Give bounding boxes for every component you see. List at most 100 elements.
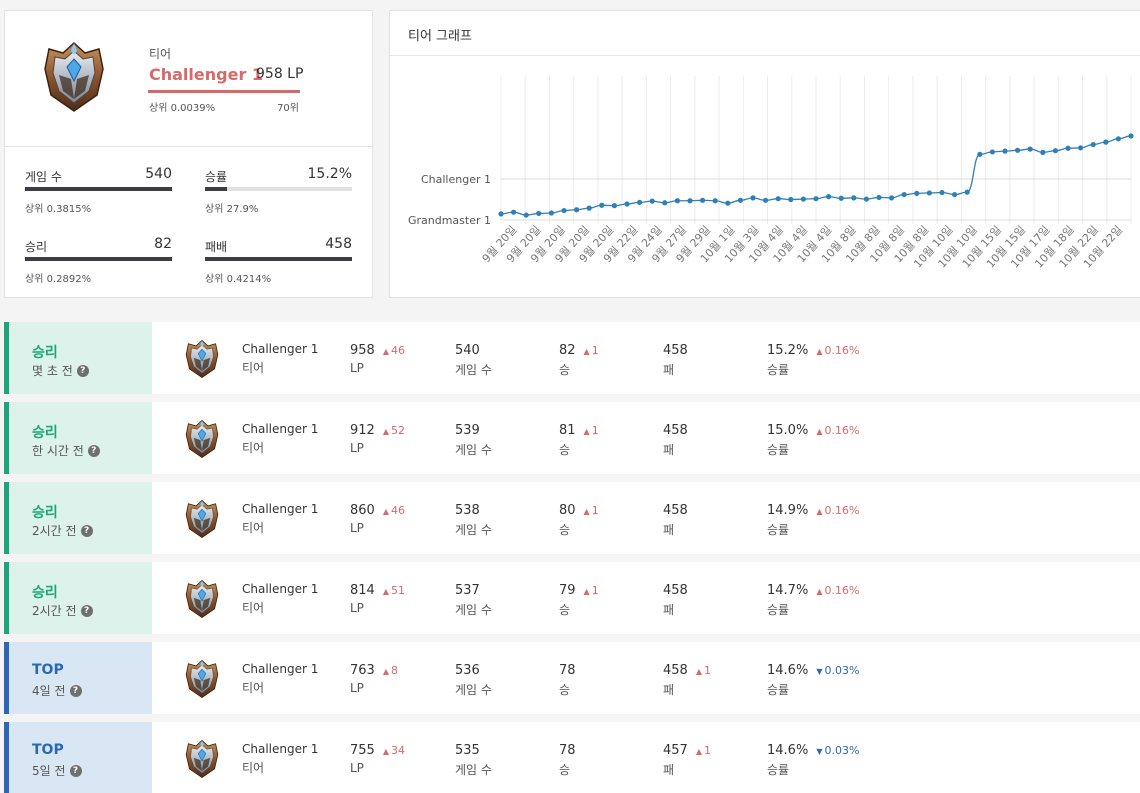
tier-point[interactable] (863, 196, 869, 202)
tier-point[interactable] (775, 196, 781, 202)
tier-point[interactable] (914, 190, 920, 196)
tier-cell: Challenger 1 티어 (242, 742, 318, 776)
tier-point[interactable] (511, 209, 517, 215)
tier-point[interactable] (1090, 141, 1096, 148)
winrate-value-row: 15.0% ▲ 0.16% (767, 423, 859, 438)
stat-rank: 상위 27.9% (205, 204, 259, 215)
triangle-up-icon: ▲ (382, 747, 389, 756)
tier-point[interactable] (586, 205, 592, 211)
tier-label: 티어 (242, 681, 265, 695)
tier-point[interactable] (574, 207, 580, 213)
challenger-emblem-icon (184, 499, 220, 539)
help-circle-icon[interactable]: ? (69, 684, 82, 697)
help-circle-icon[interactable]: ? (80, 604, 93, 617)
triangle-up-icon: ▲ (816, 427, 823, 436)
winrate-value-row: 14.6% ▼ 0.03% (767, 743, 859, 758)
tier-point[interactable] (548, 210, 554, 216)
tier-point[interactable] (1115, 136, 1121, 142)
tier-point[interactable] (1027, 146, 1033, 152)
change-value: 0.03% (824, 744, 860, 757)
stat-label: 승리 (25, 240, 48, 254)
change-indicator: ▲ 8 (383, 664, 398, 677)
lp-cell: 860 ▲ 46 LP (350, 503, 405, 535)
tier-value: Challenger 1 (242, 662, 319, 676)
tier-point[interactable] (1052, 148, 1058, 154)
tier-cell: Challenger 1 티어 (242, 662, 318, 696)
tier-point[interactable] (561, 207, 567, 214)
result-status: TOP 5일 전 ? (4, 722, 152, 793)
games-cell: 540 게임 수 (455, 343, 492, 378)
wins-value-row: 79 ▲ 1 (559, 583, 599, 598)
tier-point[interactable] (750, 195, 756, 201)
lp-value-row: 755 ▲ 34 (350, 743, 405, 758)
result-time: 한 시간 전 ? (32, 442, 100, 459)
tier-point[interactable] (889, 195, 895, 201)
tier-point[interactable] (838, 195, 844, 201)
games-label: 게임 수 (455, 523, 492, 537)
tier-point[interactable] (826, 194, 832, 200)
triangle-up-icon: ▲ (382, 587, 389, 596)
stat-value: 458 (325, 236, 352, 252)
help-circle-icon[interactable]: ? (76, 364, 89, 377)
rank-position: 70위 (277, 103, 299, 114)
tier-point[interactable] (952, 191, 958, 198)
challenger-emblem-icon (184, 739, 220, 779)
help-circle-icon[interactable]: ? (69, 764, 82, 777)
tier-point[interactable] (989, 149, 996, 155)
tier-cell: Challenger 1 티어 (242, 422, 318, 456)
help-circle-icon[interactable]: ? (87, 444, 100, 457)
tier-point[interactable] (800, 196, 806, 202)
help-circle-icon[interactable]: ? (80, 524, 93, 537)
history-row: 승리 한 시간 전 ? Challenger 1 티어 912 ▲ 52 LP 53… (4, 402, 1140, 474)
tier-point[interactable] (649, 198, 655, 204)
wins-value-row: 81 ▲ 1 (559, 423, 599, 438)
tier-point[interactable] (1015, 147, 1021, 153)
tier-point[interactable] (851, 195, 857, 201)
change-value: 1 (703, 664, 711, 677)
tier-point[interactable] (1103, 139, 1109, 145)
tier-point[interactable] (737, 197, 743, 203)
wins-value: 82 (559, 343, 576, 358)
tier-point[interactable] (926, 190, 933, 196)
tier-point[interactable] (763, 197, 769, 203)
losses-value-row: 457 ▲ 1 (663, 743, 711, 758)
triangle-up-icon: ▲ (695, 747, 702, 756)
tier-point[interactable] (637, 199, 643, 205)
tier-point[interactable] (498, 211, 504, 217)
tier-point[interactable] (1040, 149, 1046, 155)
tier-point[interactable] (1078, 145, 1084, 151)
tier-point[interactable] (813, 196, 819, 202)
tier-point[interactable] (674, 198, 680, 204)
tier-point[interactable] (901, 191, 907, 198)
tier-point[interactable] (700, 197, 706, 203)
tier-point[interactable] (964, 189, 970, 195)
tier-point[interactable] (977, 151, 983, 157)
tier-point[interactable] (687, 198, 693, 204)
games-cell: 537 게임 수 (455, 583, 492, 618)
losses-label: 패 (663, 443, 675, 457)
tier-point[interactable] (712, 198, 718, 204)
tier-point[interactable] (876, 194, 882, 201)
tier-point[interactable] (599, 202, 605, 208)
tier-point[interactable] (1065, 145, 1071, 151)
tier-point[interactable] (536, 210, 542, 217)
wins-label: 승 (559, 523, 571, 537)
winrate-cell: 14.6% ▼ 0.03% 승률 (767, 743, 859, 778)
tier-graph-card: 티어 그래프 Challenger 1 Grandmaster 1 9월 20일 9월… (389, 10, 1140, 298)
result-label: 승리 (32, 425, 58, 441)
tier-point[interactable] (1002, 148, 1008, 154)
tier-label: 티어 (242, 361, 265, 375)
tier-point[interactable] (788, 196, 794, 203)
change-value: 1 (591, 424, 599, 437)
tier-point[interactable] (1128, 133, 1134, 139)
tier-point[interactable] (611, 203, 617, 209)
tier-point[interactable] (662, 200, 668, 206)
tier-point[interactable] (523, 212, 529, 218)
tier-label: 티어 (242, 441, 265, 455)
result-status: 승리 2시간 전 ? (4, 482, 152, 554)
tier-point[interactable] (725, 200, 731, 206)
tier-point[interactable] (624, 201, 630, 207)
tier-point[interactable] (939, 189, 945, 196)
triangle-up-icon: ▲ (382, 667, 389, 676)
lp-value: 860 (350, 503, 375, 518)
